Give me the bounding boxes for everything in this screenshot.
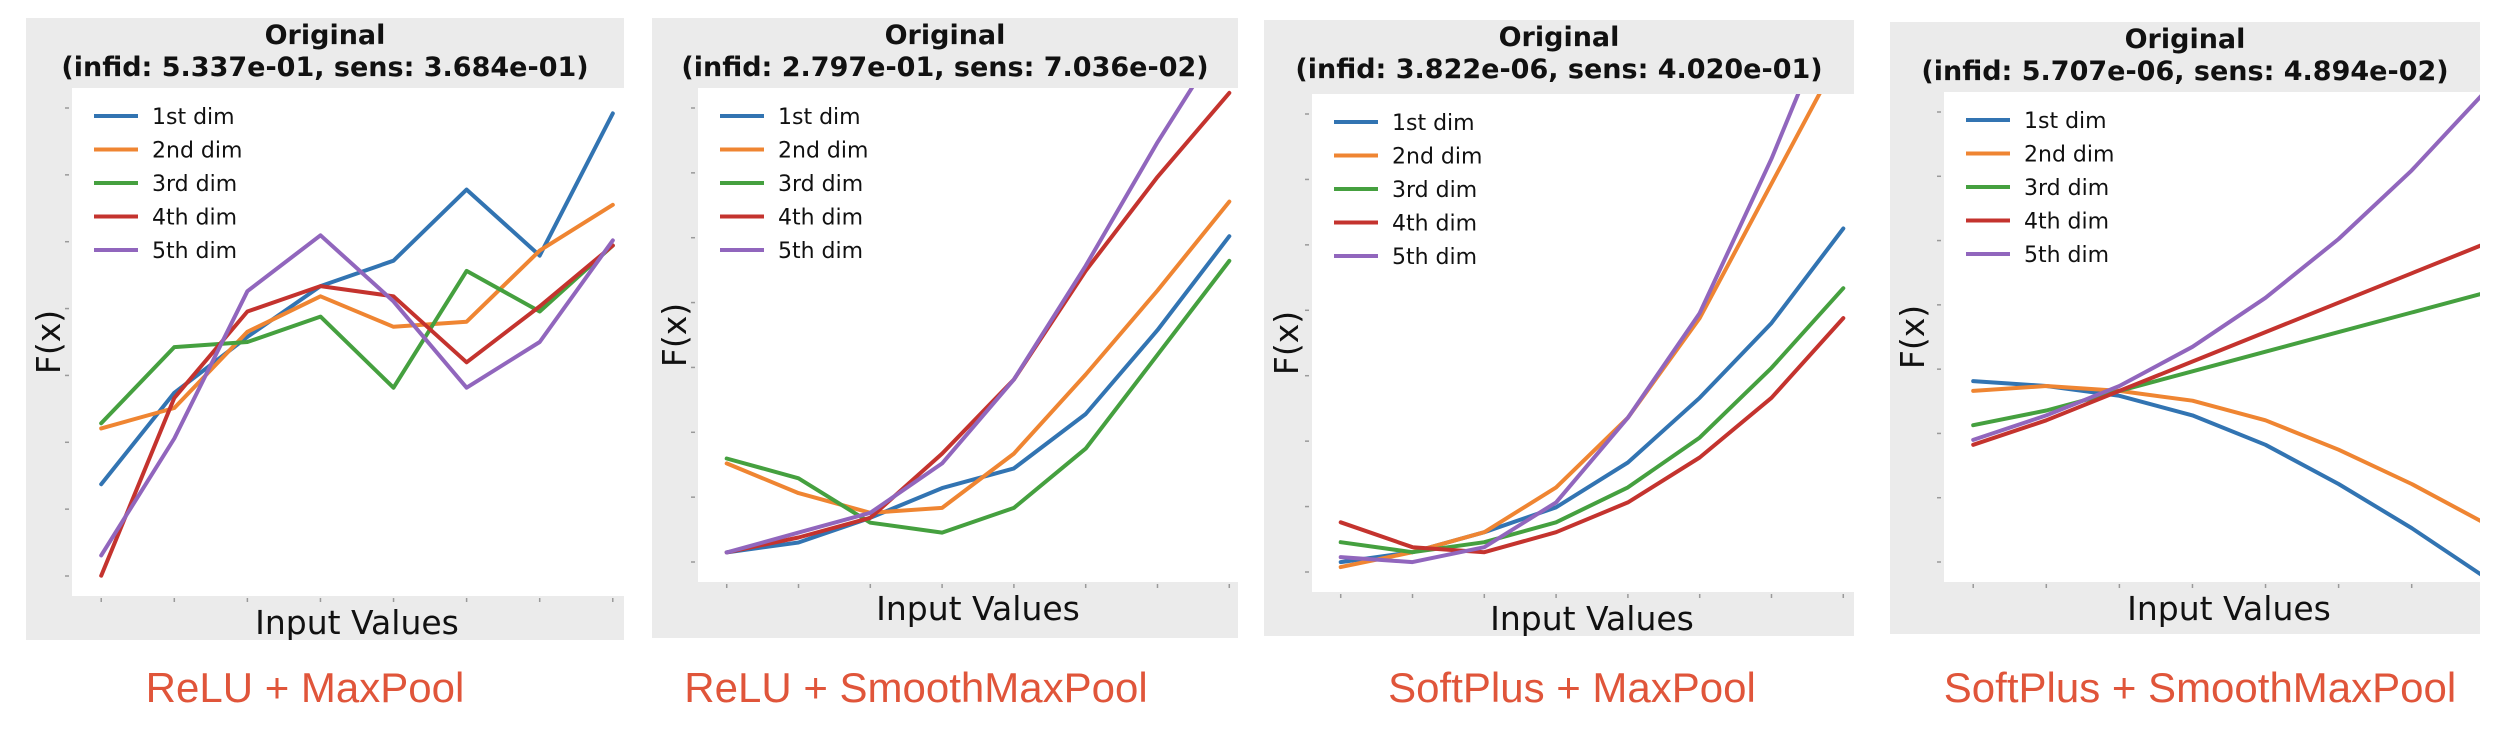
caption-relu-maxpool: ReLU + MaxPool [145, 664, 465, 711]
chart-subtitle: (infid: 5.337e-01, sens: 3.684e-01) [61, 52, 588, 83]
legend-label-5: 5th dim [778, 239, 863, 264]
legend-label-5: 5th dim [152, 239, 237, 264]
chart-title: Original [1499, 22, 1620, 53]
chart-subtitle: (infid: 5.707e-06, sens: 4.894e-02) [1921, 56, 2448, 87]
legend-label-3: 3rd dim [1392, 178, 1477, 203]
y-axis-label: F(x) [1893, 305, 1932, 369]
chart-svg: Original(infid: 3.822e-06, sens: 4.020e-… [1264, 20, 1854, 636]
legend-label-2: 2nd dim [152, 139, 242, 164]
chart-title: Original [885, 20, 1006, 51]
chart-title: Original [265, 20, 386, 51]
series-line-4 [1338, 316, 1846, 555]
chart-panel-relu-maxpool: Original (infid: 5.337e-01, sens: 3.684e-… [26, 18, 624, 640]
legend-box [1954, 100, 2142, 270]
y-axis-label: F(x) [655, 303, 694, 367]
chart-panel-softplus-smoothmaxpool: Original (infid: 5.707e-06, sens: 4.894e-… [1890, 22, 2480, 634]
legend-label-4: 4th dim [778, 206, 863, 231]
series-line-4 [99, 243, 615, 578]
series-line-5 [1338, 94, 1801, 565]
series-line-3 [1971, 292, 2480, 428]
series-line-4 [724, 90, 1232, 555]
chart-svg: Original(infid: 5.707e-06, sens: 4.894e-… [1890, 22, 2480, 634]
y-axis-label: F(x) [1267, 311, 1306, 375]
series-group [1338, 94, 1846, 570]
chart-subtitle: (infid: 3.822e-06, sens: 4.020e-01) [1295, 54, 1822, 85]
x-axis-label: Input Values [1490, 599, 1694, 636]
x-axis-label: Input Values [2127, 589, 2331, 628]
series-line-2 [99, 202, 615, 431]
chart-panel-relu-smoothmaxpool: Original (infid: 2.797e-01, sens: 7.036e-… [652, 18, 1238, 638]
caption-softplus-maxpool: SoftPlus + MaxPool [1388, 664, 1756, 711]
series-line-5 [1971, 94, 2480, 442]
x-axis-label: Input Values [255, 603, 459, 640]
series-group [99, 111, 615, 578]
legend-label-3: 3rd dim [152, 172, 237, 197]
legend-label-4: 4th dim [2024, 210, 2109, 235]
chart-svg: Original(infid: 2.797e-01, sens: 7.036e-… [652, 18, 1238, 638]
legend-box [82, 96, 270, 266]
series-line-2 [724, 199, 1232, 515]
legend-label-4: 4th dim [152, 206, 237, 231]
legend-box [1322, 102, 1510, 272]
legend: 1st dim 2nd dim 3rd dim 4th dim 5th dim [1954, 100, 2142, 270]
legend-label-3: 3rd dim [778, 172, 863, 197]
series-line-4 [1971, 243, 2480, 447]
chart-subtitle: (infid: 2.797e-01, sens: 7.036e-02) [681, 52, 1208, 83]
chart-svg: Original(infid: 5.337e-01, sens: 3.684e-… [26, 18, 624, 640]
legend: 1st dim 2nd dim 3rd dim 4th dim 5th dim [82, 96, 270, 266]
legend-label-1: 1st dim [152, 105, 235, 130]
legend: 1st dim 2nd dim 3rd dim 4th dim 5th dim [708, 96, 896, 266]
series-line-3 [1338, 286, 1846, 555]
legend-label-1: 1st dim [778, 105, 861, 130]
chart-title: Original [2125, 24, 2246, 55]
caption-relu-smoothmaxpool: ReLU + SmoothMaxPool [684, 664, 1148, 711]
legend-label-5: 5th dim [2024, 243, 2109, 268]
legend-label-2: 2nd dim [778, 139, 868, 164]
series-line-3 [99, 243, 615, 426]
legend-label-1: 1st dim [2024, 109, 2107, 134]
caption-softplus-smoothmaxpool: SoftPlus + SmoothMaxPool [1943, 664, 2457, 711]
legend-label-5: 5th dim [1392, 245, 1477, 270]
series-line-3 [724, 258, 1232, 535]
series-line-5 [724, 88, 1195, 555]
legend-label-2: 2nd dim [1392, 145, 1482, 170]
series-line-5 [99, 233, 615, 558]
x-axis-label: Input Values [876, 589, 1080, 628]
legend-label-2: 2nd dim [2024, 143, 2114, 168]
series-line-2 [1971, 384, 2480, 523]
legend-label-4: 4th dim [1392, 212, 1477, 237]
legend-box [708, 96, 896, 266]
legend-label-3: 3rd dim [2024, 176, 2109, 201]
series-group [724, 88, 1232, 555]
series-group [1971, 94, 2480, 577]
legend-label-1: 1st dim [1392, 111, 1475, 136]
legend: 1st dim 2nd dim 3rd dim 4th dim 5th dim [1322, 102, 1510, 272]
y-axis-label: F(x) [29, 310, 68, 374]
chart-panel-softplus-maxpool: Original (infid: 3.822e-06, sens: 4.020e-… [1264, 20, 1854, 636]
